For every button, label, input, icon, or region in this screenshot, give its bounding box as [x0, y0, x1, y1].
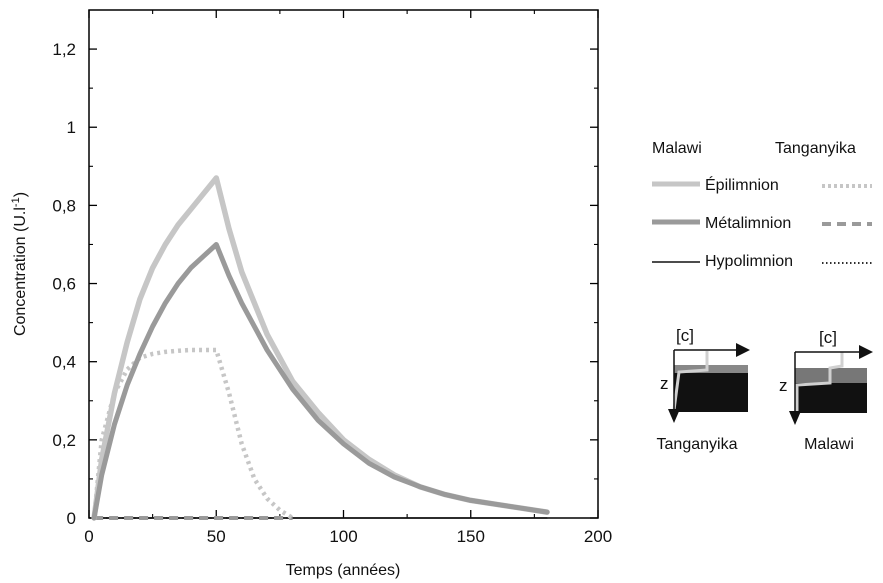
y-tick-label: 0,6: [52, 275, 76, 294]
y-tick-label: 1: [67, 118, 76, 137]
legend-label-metalimnion: Métalimnion: [705, 215, 791, 232]
legend: Malawi Tanganyika Épilimnion Métalimnion…: [652, 140, 872, 270]
y-tick-label: 0,2: [52, 431, 76, 450]
x-tick-label: 100: [329, 527, 357, 546]
inset-tanganyika-profile-line: [672, 351, 709, 411]
inset-tanganyika-title: Tanganyika: [657, 436, 738, 453]
legend-label-epilimnion: Épilimnion: [705, 175, 779, 194]
y-tick-label: 0,4: [52, 353, 76, 372]
plot-area: 0 50 100 150 200 0 0,2 0,4 0,6 0,8 1 1,2: [52, 9, 612, 546]
series-line-tanganyika-epi: [91, 347, 294, 520]
inset-tanganyika-profile: [c] z Tanganyika: [657, 326, 750, 453]
y-axis-title-close: ): [12, 192, 29, 197]
y-tick-label: 0,8: [52, 196, 76, 215]
inset-malawi-z-label: z: [779, 376, 788, 395]
x-tick-label: 50: [207, 527, 226, 546]
inset-malawi-z-arrowhead: [789, 411, 801, 425]
y-axis-title-main: Concentration (U.l: [12, 207, 29, 336]
series-group: [91, 175, 550, 521]
series-line-malawi-epi: [91, 175, 550, 521]
inset-tanganyika-metalimnion-band: [674, 365, 748, 373]
inset-tanganyika-z-arrowhead: [668, 409, 680, 423]
y-tick-label: 0: [67, 509, 76, 528]
y-axis-title: Concentration (U.l-1): [10, 192, 29, 336]
x-tick-label: 0: [84, 527, 93, 546]
x-tick-label: 200: [584, 527, 612, 546]
legend-header-malawi: Malawi: [652, 140, 702, 157]
inset-tanganyika-z-label: z: [660, 374, 669, 393]
inset-malawi-c-label: [c]: [819, 328, 837, 347]
inset-malawi-title: Malawi: [804, 436, 854, 453]
inset-tanganyika-c-label: [c]: [676, 326, 694, 345]
inset-tanganyika-hypolimnion-block: [674, 373, 748, 412]
inset-tanganyika-c-arrowhead: [736, 343, 750, 357]
axis-ticks: 0 50 100 150 200 0 0,2 0,4 0,6 0,8 1 1,2: [52, 10, 612, 546]
inset-malawi-profile-line: [795, 352, 844, 411]
inset-malawi-c-arrowhead: [859, 345, 873, 359]
legend-label-hypolimnion: Hypolimnion: [705, 253, 793, 270]
x-axis-title: Temps (années): [286, 562, 401, 579]
x-tick-label: 150: [457, 527, 485, 546]
inset-malawi-hypolimnion-block: [795, 383, 867, 413]
inset-malawi-profile: [c] z Malawi: [779, 328, 873, 453]
series-line-malawi-meta: [91, 242, 550, 521]
legend-header-tanganyika: Tanganyika: [775, 140, 856, 157]
y-axis-title-superscript: -1: [10, 197, 22, 207]
y-tick-label: 1,2: [52, 40, 76, 59]
